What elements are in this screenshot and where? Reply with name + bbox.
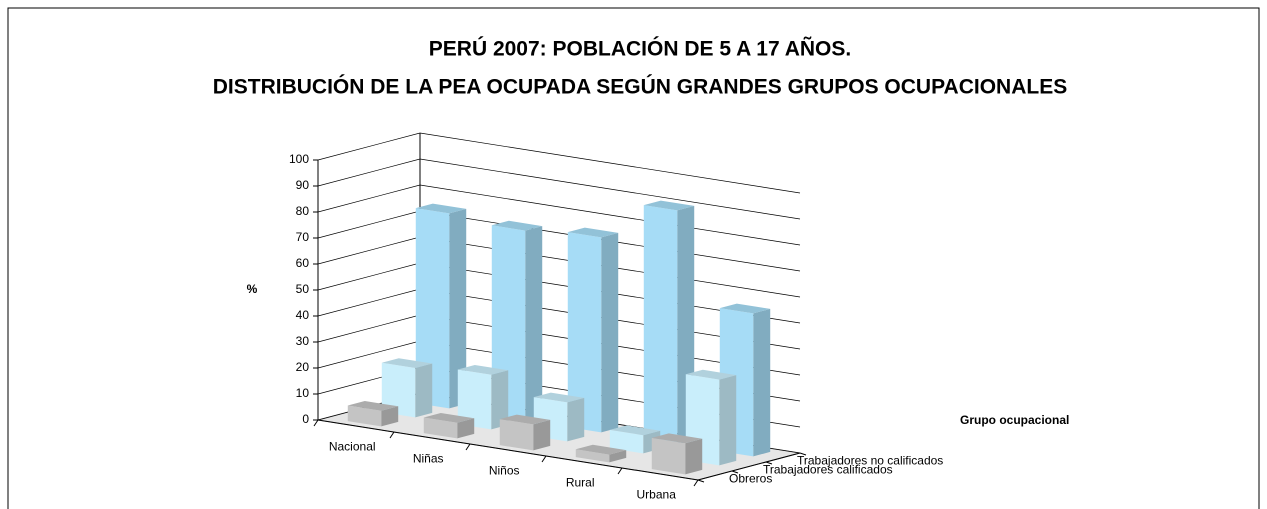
bar <box>499 414 551 451</box>
bar-top <box>719 303 771 314</box>
bar-front <box>651 437 686 475</box>
bar-top <box>685 369 737 380</box>
y-tick-label: 30 <box>296 334 310 348</box>
y-tick-label: 40 <box>296 308 310 322</box>
bar-front <box>423 417 458 439</box>
x-tick <box>313 419 319 427</box>
bar <box>567 227 619 433</box>
bar-front <box>643 205 678 445</box>
bar-front <box>609 429 644 454</box>
bar-front <box>415 208 450 409</box>
bar-top <box>609 425 661 436</box>
x-axis <box>317 419 699 481</box>
y-tick-label: 70 <box>296 230 310 244</box>
x-tick <box>389 431 395 439</box>
bar-front <box>347 405 382 427</box>
y-tick-label: 20 <box>296 360 310 374</box>
grid-line <box>317 132 801 194</box>
x-tick-label: Nacional <box>329 440 376 454</box>
bar-side <box>415 363 433 418</box>
z-tick <box>697 479 705 483</box>
bar-top <box>423 413 475 423</box>
bar-side <box>609 450 627 463</box>
x-tick-label: Niñas <box>413 452 444 466</box>
bar-front <box>457 369 492 430</box>
bar-side <box>685 438 703 475</box>
bar-top <box>651 433 703 444</box>
chart-title: PERÚ 2007: POBLACIÓN DE 5 A 17 AÑOS. <box>429 37 851 61</box>
bar-front <box>575 449 610 463</box>
bar <box>347 401 399 427</box>
chart-title: DISTRIBUCIÓN DE LA PEA OCUPADA SEGÚN GRA… <box>213 75 1067 99</box>
grid-line <box>317 236 801 298</box>
bar-side <box>719 375 737 466</box>
legend-label: Trabajadores no calificados <box>797 454 943 468</box>
x-tick-label: Niños <box>489 464 520 478</box>
bar <box>423 413 475 439</box>
bar-top <box>533 392 585 403</box>
x-tick <box>541 455 547 463</box>
bar-side <box>753 308 771 457</box>
y-tick-label: 50 <box>296 282 310 296</box>
y-tick-label: 10 <box>296 386 310 400</box>
frame <box>7 7 1260 509</box>
z-axis <box>697 452 801 481</box>
y-axis-label: % <box>247 282 258 296</box>
grid-line <box>317 158 801 220</box>
z-tick <box>731 470 739 474</box>
bar-top <box>567 227 619 238</box>
z-tick <box>765 461 773 465</box>
bar-top <box>347 401 399 411</box>
x-tick <box>617 467 623 475</box>
bar-top <box>491 220 543 231</box>
bar-side <box>525 226 543 421</box>
bar-front <box>381 362 416 418</box>
bar <box>415 203 467 409</box>
z-axis-label: Grupo ocupacional <box>960 413 1069 427</box>
bar <box>457 365 509 430</box>
y-tick-label: 0 <box>302 412 309 426</box>
bar <box>609 425 661 454</box>
bar-side <box>457 418 475 439</box>
x-tick-label: Rural <box>566 476 595 490</box>
y-tick-label: 100 <box>289 152 309 166</box>
y-tick-label: 80 <box>296 204 310 218</box>
bar-top <box>381 358 433 368</box>
bar-top <box>643 200 695 211</box>
bar <box>575 444 627 463</box>
bar-top <box>457 365 509 375</box>
x-tick <box>693 479 699 487</box>
z-tick <box>799 452 807 456</box>
bar-side <box>533 419 551 451</box>
bar <box>381 358 433 418</box>
bar-side <box>449 208 467 409</box>
y-tick-label: 90 <box>296 178 310 192</box>
bar-top <box>575 444 627 455</box>
x-tick-label: Urbana <box>637 488 677 502</box>
bar <box>651 433 703 475</box>
bar-side <box>601 232 619 433</box>
bar-front <box>499 419 534 451</box>
bar-side <box>381 406 399 427</box>
grid-line <box>317 210 801 272</box>
bar-top <box>499 414 551 425</box>
bar-side <box>567 397 585 442</box>
bar-front <box>567 232 602 433</box>
legend-label: Trabajadores calificados <box>763 463 893 477</box>
legend-label: Obreros <box>729 472 772 486</box>
bar-top <box>415 203 467 214</box>
grid-line <box>317 184 801 246</box>
y-tick-label: 60 <box>296 256 310 270</box>
x-tick <box>465 443 471 451</box>
bar-side <box>491 370 509 430</box>
